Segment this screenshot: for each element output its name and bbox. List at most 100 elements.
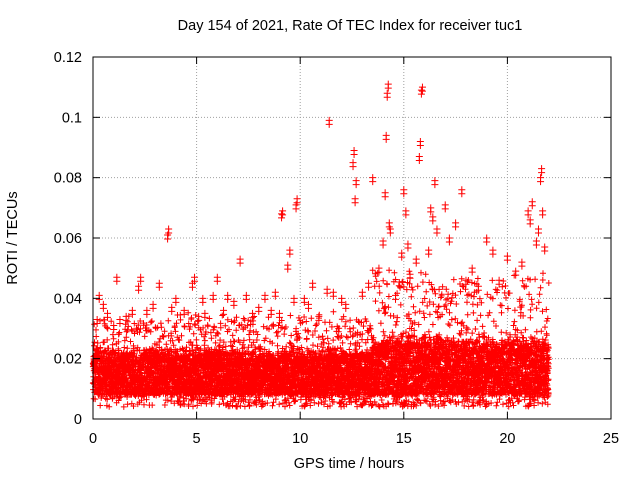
data-point-neighbor [425, 250, 433, 258]
data-point-neighbor [104, 313, 112, 321]
data-point-neighbor [417, 90, 425, 98]
data-point-neighbor [400, 190, 408, 198]
data-point-neighbor [95, 295, 103, 303]
data-point-neighbor [113, 277, 121, 285]
data-point-neighbor [427, 208, 435, 216]
data-point-neighbor [518, 262, 526, 270]
data-point-neighbor [224, 295, 232, 303]
data-point-neighbor [418, 87, 426, 95]
data-point-neighbor [230, 301, 238, 309]
data-point-neighbor [143, 310, 151, 318]
data-point-neighbor [315, 316, 323, 324]
data-point-neighbor [402, 211, 410, 219]
data-point-neighbor [379, 241, 387, 249]
data-point-neighbor [534, 229, 542, 237]
data-point-neighbor [452, 223, 460, 231]
data-point-neighbor [271, 292, 279, 300]
data-point-neighbor [532, 241, 540, 249]
data-point-neighbor [325, 120, 333, 128]
y-tick-label: 0 [74, 412, 82, 428]
data-point-neighbor [275, 313, 283, 321]
data-point-neighbor [350, 151, 358, 159]
data-point-neighbor [416, 141, 424, 149]
data-point-neighbor [323, 289, 331, 297]
data-point-neighbor [149, 304, 157, 312]
x-tick-label: 25 [603, 431, 619, 447]
data-point-neighbor [292, 205, 300, 213]
data-point-neighbor [93, 319, 101, 327]
data-point-neighbor [495, 280, 503, 288]
data-point-neighbor [116, 319, 124, 327]
y-tick-label: 0.02 [54, 352, 82, 368]
data-point-neighbor [429, 217, 437, 225]
data-point-neighbor [168, 307, 176, 315]
data-point-neighbor [338, 298, 346, 306]
data-point-neighbor [349, 163, 357, 171]
data-point-neighbor [541, 247, 549, 255]
data-point-neighbor [445, 238, 453, 246]
data-point-neighbor [122, 316, 130, 324]
data-point-neighbor [290, 298, 298, 306]
data-point-neighbor [329, 292, 337, 300]
data-point-neighbor [99, 304, 107, 312]
data-point-neighbor [279, 211, 287, 219]
data-point-neighbor [304, 304, 312, 312]
data-point-neighbor [503, 256, 511, 264]
data-point-neighbor [172, 298, 180, 306]
data-point-neighbor [512, 271, 520, 279]
data-point-neighbor [191, 277, 199, 285]
data-point-neighbor [267, 310, 275, 318]
data-point-neighbor [137, 277, 145, 285]
data-point-neighbor [528, 202, 536, 210]
data-point-neighbor [415, 157, 423, 165]
chart-title: Day 154 of 2021, Rate Of TEC Index for r… [177, 18, 523, 34]
data-point-neighbor [309, 283, 317, 291]
data-point-neighbor [242, 295, 250, 303]
data-point-neighbor [165, 229, 173, 237]
data-point-neighbor [404, 244, 412, 252]
x-tick-label: 20 [499, 431, 515, 447]
data-point-neighbor [365, 283, 373, 291]
data-point-neighbor [110, 325, 118, 333]
data-point-neighbor [128, 310, 136, 318]
axis-ticks [92, 56, 612, 420]
data-point-neighbor [293, 199, 301, 207]
x-tick-label: 15 [396, 431, 412, 447]
data-point-neighbor [278, 214, 286, 222]
data-point-neighbor [261, 295, 269, 303]
data-point-neighbor [249, 313, 257, 321]
y-tick-label: 0.08 [54, 171, 82, 187]
data-point-neighbor [369, 178, 377, 186]
data-point-neighbor [201, 313, 209, 321]
data-point-neighbor [358, 292, 366, 300]
x-tick-label: 5 [193, 431, 201, 447]
data-point-neighbor [458, 190, 466, 198]
y-tick-label: 0.06 [54, 231, 82, 247]
data-point-neighbor [164, 235, 172, 243]
data-point-neighbor [431, 181, 439, 189]
data-point-neighbor [342, 304, 350, 312]
data-point-neighbor [392, 295, 400, 303]
data-point-neighbor [524, 211, 532, 219]
data-point-neighbor [382, 135, 390, 143]
data-point-neighbor [412, 259, 420, 267]
data-point-neighbor [155, 283, 163, 291]
data-point-neighbor [255, 307, 263, 315]
data-point-neighbor [375, 268, 383, 276]
data-point-neighbor [209, 295, 217, 303]
y-tick-label: 0.04 [54, 291, 82, 307]
y-tick-label: 0.12 [54, 50, 82, 66]
data-point-neighbor [383, 93, 391, 101]
data-point-neighbor [300, 298, 308, 306]
data-point-neighbor [213, 277, 221, 285]
data-point-neighbor [384, 84, 392, 92]
data-point-neighbor [195, 316, 203, 324]
data-point-neighbor [489, 250, 497, 258]
data-point-neighbor [468, 268, 476, 276]
data-point-neighbor [537, 178, 545, 186]
data-point-neighbor [351, 199, 359, 207]
data-point-neighbor [286, 250, 294, 258]
data-point-neighbor [406, 274, 414, 282]
data-point-neighbor [386, 229, 394, 237]
